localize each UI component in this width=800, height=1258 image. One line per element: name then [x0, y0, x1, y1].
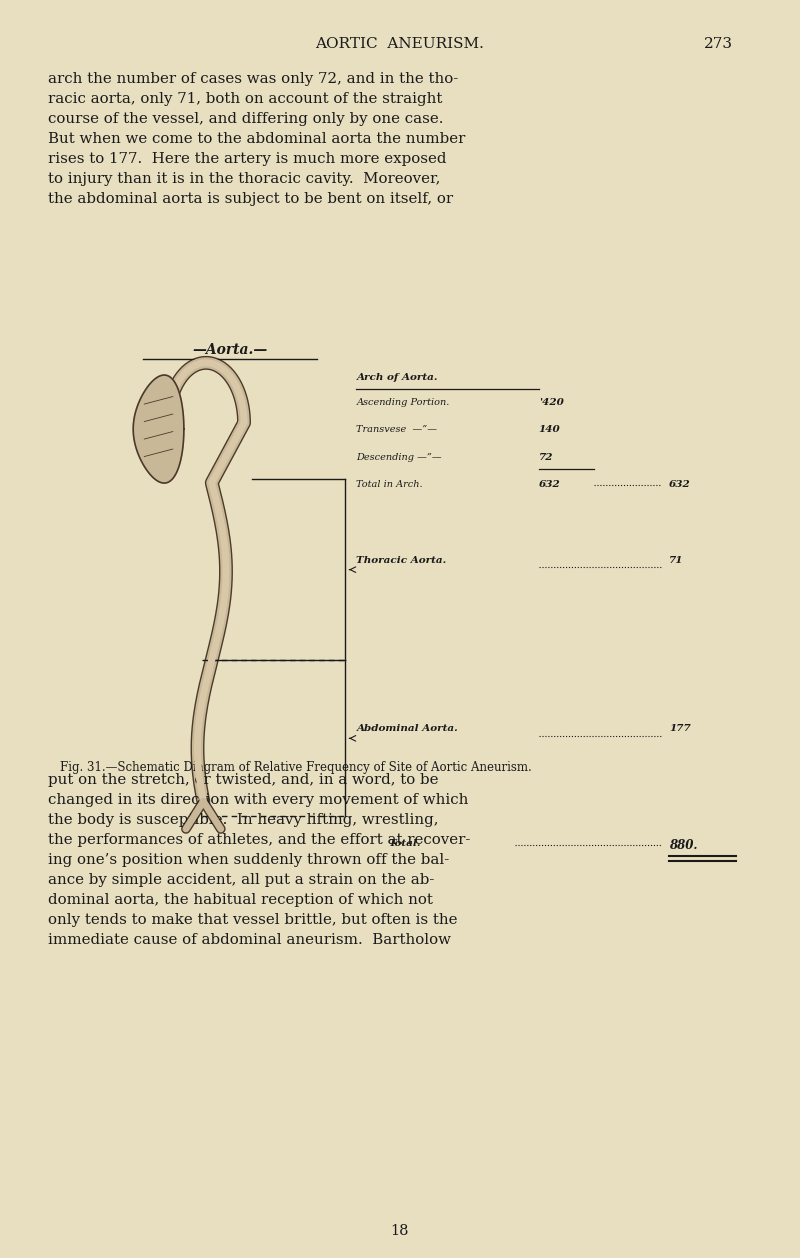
- Text: Thoracic Aorta.: Thoracic Aorta.: [357, 556, 446, 565]
- Polygon shape: [134, 375, 184, 483]
- Text: 880.: 880.: [669, 839, 698, 852]
- Text: '420: '420: [538, 398, 563, 406]
- Text: —Aorta.—: —Aorta.—: [192, 342, 267, 356]
- Text: Descending —”—: Descending —”—: [357, 453, 442, 462]
- Text: AORTIC  ANEURISM.: AORTIC ANEURISM.: [315, 36, 485, 50]
- Text: arch the number of cases was only 72, and in the tho-
racic aorta, only 71, both: arch the number of cases was only 72, an…: [48, 72, 465, 206]
- Text: 72: 72: [538, 453, 553, 462]
- Text: Arch of Aorta.: Arch of Aorta.: [357, 372, 438, 382]
- Text: 71: 71: [669, 556, 684, 565]
- Text: put on the stretch, or twisted, and, in a word, to be
changed in its direction w: put on the stretch, or twisted, and, in …: [48, 772, 470, 947]
- Text: Total.: Total.: [388, 839, 421, 848]
- Text: 140: 140: [538, 425, 560, 434]
- Text: 177: 177: [669, 725, 691, 733]
- Text: Ascending Portion.: Ascending Portion.: [357, 398, 450, 406]
- Text: 632: 632: [538, 481, 560, 489]
- Text: Fig. 31.—Schematic Diagram of Relative Frequency of Site of Aortic Aneurism.: Fig. 31.—Schematic Diagram of Relative F…: [59, 761, 531, 775]
- Text: 18: 18: [390, 1224, 410, 1238]
- Text: 632: 632: [669, 481, 691, 489]
- Text: 273: 273: [703, 36, 733, 50]
- Text: Total in Arch.: Total in Arch.: [357, 481, 423, 489]
- Text: Abdominal Aorta.: Abdominal Aorta.: [357, 725, 458, 733]
- Text: Transvese  —”—: Transvese —”—: [357, 425, 438, 434]
